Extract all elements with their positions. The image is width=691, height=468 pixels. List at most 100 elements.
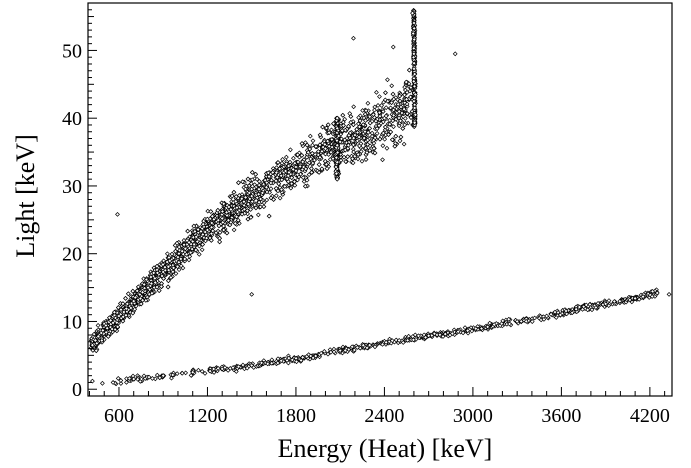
data-point [289,357,295,363]
data-point [249,291,255,297]
data-point [350,156,355,162]
data-point [114,320,120,326]
data-point [233,198,239,204]
data-point [295,172,300,178]
data-point [231,227,237,233]
data-point [115,212,120,217]
data-point [132,295,138,300]
data-point [158,284,164,289]
data-point [255,212,261,218]
data-point [300,159,306,165]
data-point [410,31,416,36]
data-point [329,127,334,133]
data-point [294,359,299,365]
data-point [189,246,195,252]
data-point [248,207,253,212]
data-point [182,256,188,262]
data-point [134,288,140,294]
data-point [271,197,277,202]
axis-ticks [88,9,666,396]
data-point [348,114,354,119]
data-point [256,182,262,188]
data-point [234,205,240,211]
data-point [406,333,412,339]
data-point [479,326,484,331]
data-point [279,187,284,193]
data-point [275,360,281,366]
data-point [304,354,310,359]
data-point [92,338,98,343]
data-point [105,334,111,339]
data-point [304,154,310,160]
data-point [179,370,185,376]
data-point [408,94,413,100]
data-point [152,275,158,281]
data-point [442,331,448,337]
data-point [277,166,283,172]
data-point [666,291,672,297]
data-point [397,98,403,104]
data-point [388,105,394,111]
data-point [127,376,132,381]
data-point [334,138,340,143]
data-point [243,183,249,189]
data-point [404,111,410,117]
data-point [336,133,342,139]
data-point [240,179,246,185]
data-point [412,92,418,97]
data-point [253,171,259,177]
y-tick-label: 20 [62,244,82,266]
data-point [290,167,296,172]
data-point [274,170,279,175]
data-point [411,54,416,60]
data-point [351,142,356,148]
data-point [358,149,364,154]
data-point [115,324,121,330]
data-point [215,217,221,223]
data-point [493,321,499,326]
data-point [342,116,348,122]
data-point [128,305,134,311]
data-point [215,207,221,213]
data-point [286,170,292,175]
data-point [299,141,305,146]
data-points [88,7,672,387]
data-point [411,66,417,72]
data-point [319,166,325,172]
data-point [396,338,402,343]
data-point [334,159,340,165]
data-point [219,216,225,221]
data-point [242,210,248,216]
data-point [325,138,331,144]
data-point [293,164,299,170]
data-point [372,150,378,156]
data-point [186,240,192,245]
data-point [632,296,638,301]
data-point [111,309,117,315]
data-point [209,213,215,219]
data-point [249,363,255,368]
data-point [342,137,348,143]
data-point [396,109,402,114]
data-point [213,230,219,236]
data-point [361,135,367,141]
data-point [205,227,210,233]
data-point [312,157,317,163]
data-point [235,217,241,223]
data-point [369,133,375,139]
data-point [372,107,377,113]
data-point [379,103,384,108]
data-point [256,199,262,205]
data-point [292,179,297,185]
data-point [278,173,284,179]
data-point [192,229,198,234]
data-point [423,335,428,340]
data-point [402,122,408,128]
data-point [256,186,262,192]
data-point [374,89,379,95]
data-point [334,125,340,131]
data-point [583,302,589,308]
data-point [120,318,126,324]
data-point [171,265,176,271]
